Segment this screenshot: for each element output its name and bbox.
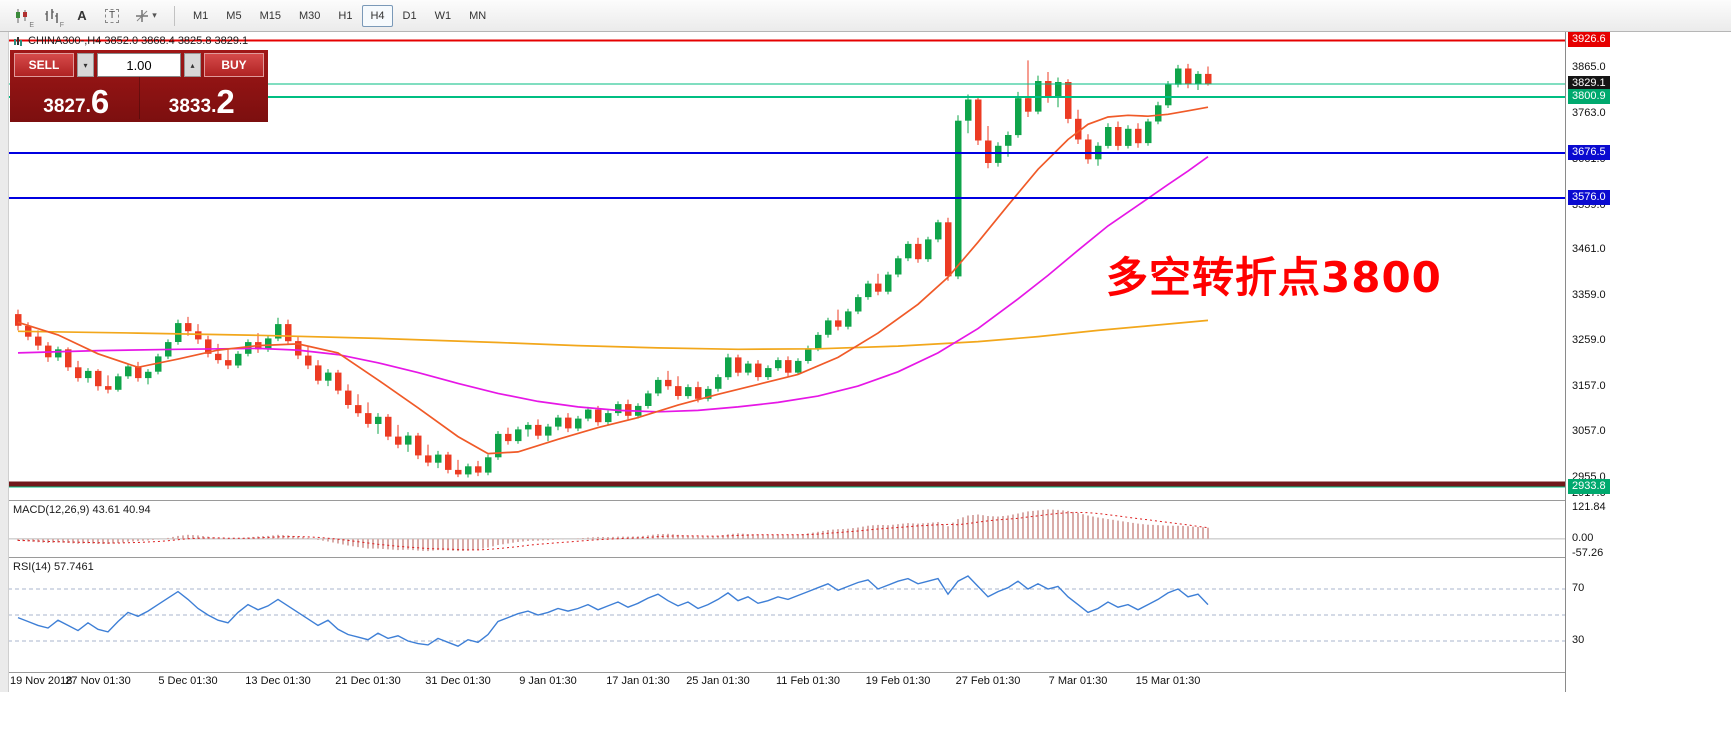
top-toolbar: E F A T ▾ M1 M5 M15 M30 H1 H4 D1 W1 MN <box>0 0 1731 32</box>
drawing-tools-button[interactable]: ▾ <box>128 3 164 29</box>
axis-tick: 3359.0 <box>1572 289 1606 301</box>
axis-tick: 3259.0 <box>1572 334 1606 346</box>
axis-tick: 121.84 <box>1572 501 1606 513</box>
time-axis-label: 27 Feb 01:30 <box>955 675 1021 687</box>
axis-tick: -57.26 <box>1572 547 1604 559</box>
volume-input[interactable] <box>97 53 181 77</box>
timeframe-mn-button[interactable]: MN <box>461 5 494 27</box>
price-badge: 3829.1 <box>1568 76 1610 91</box>
textbox-tool-glyph: T <box>104 8 120 23</box>
time-axis-label: 19 Feb 01:30 <box>865 675 931 687</box>
candlestick-chart-icon <box>16 8 27 23</box>
rsi-label: RSI(14) 57.7461 <box>13 561 94 573</box>
panel-separator[interactable] <box>8 557 1731 558</box>
chart-area: CHINA300-,H4 3852.0 3868.4 3825.8 3829.1… <box>8 32 1731 692</box>
bar-chart-icon <box>45 8 58 23</box>
timeframe-w1-button[interactable]: W1 <box>427 5 460 27</box>
tool-badge: F <box>59 21 64 29</box>
price-badge: 2933.8 <box>1568 479 1610 494</box>
time-axis-label: 27 Nov 01:30 <box>65 675 131 687</box>
chart-annotation-text: 多空转折点3800 <box>1106 253 1442 302</box>
panel-separator <box>8 672 1731 673</box>
volume-decrease-button[interactable]: ▾ <box>77 53 94 77</box>
timeframe-d1-button[interactable]: D1 <box>395 5 425 27</box>
time-axis[interactable]: 19 Nov 2018 27 Nov 01:30 5 Dec 01:30 13 Dec… <box>8 675 1565 691</box>
toolbar-separator <box>174 5 175 26</box>
crosshair-icon <box>136 9 149 22</box>
time-axis-label: 19 Nov 2018 <box>10 675 73 687</box>
bar-chart-tool-button[interactable]: F <box>38 3 66 29</box>
ask-price-big-digit: 2 <box>216 82 235 120</box>
axis-tick: 3763.0 <box>1572 107 1606 119</box>
chart-symbol-header: CHINA300-,H4 3852.0 3868.4 3825.8 3829.1 <box>13 35 248 47</box>
candlestick-plot[interactable] <box>8 32 1565 500</box>
chevron-down-icon: ▾ <box>152 10 157 20</box>
macd-plot[interactable] <box>8 502 1565 557</box>
time-axis-label: 25 Jan 01:30 <box>686 675 750 687</box>
price-badge: 3926.6 <box>1568 32 1610 47</box>
time-axis-label: 11 Feb 01:30 <box>775 675 841 687</box>
one-click-trade-panel: SELL ▾ ▴ BUY 3827. 6 3833. 2 <box>10 50 268 122</box>
timeframe-m5-button[interactable]: M5 <box>218 5 249 27</box>
symbol-ohlc-text: CHINA300-,H4 3852.0 3868.4 3825.8 3829.1 <box>28 35 249 47</box>
sell-button[interactable]: SELL <box>14 53 74 77</box>
macd-label: MACD(12,26,9) 43.61 40.94 <box>13 504 151 516</box>
left-panel-edge <box>0 32 9 692</box>
timeframe-h1-button[interactable]: H1 <box>330 5 360 27</box>
axis-tick: 70 <box>1572 582 1585 594</box>
price-axis[interactable]: 3865.03763.03661.03559.03461.03359.03259… <box>1565 32 1731 692</box>
text-label-tool-button[interactable]: A <box>68 3 96 29</box>
axis-tick: 3057.0 <box>1572 425 1606 437</box>
time-axis-label: 17 Jan 01:30 <box>606 675 670 687</box>
volume-increase-button[interactable]: ▴ <box>184 53 201 77</box>
time-axis-label: 21 Dec 01:30 <box>335 675 401 687</box>
axis-tick: 3865.0 <box>1572 61 1606 73</box>
timeframe-m30-button[interactable]: M30 <box>291 5 328 27</box>
price-badge: 3676.5 <box>1568 145 1610 160</box>
ask-price-main: 3833. <box>168 96 217 117</box>
text-tool-glyph: A <box>77 8 87 23</box>
axis-tick: 3461.0 <box>1572 243 1606 255</box>
axis-tick: 30 <box>1572 634 1585 646</box>
axis-tick: 0.00 <box>1572 532 1594 544</box>
buy-button[interactable]: BUY <box>204 53 264 77</box>
axis-tick: 3157.0 <box>1572 380 1606 392</box>
panel-separator[interactable] <box>8 500 1731 501</box>
symbol-chart-icon <box>14 36 22 46</box>
time-axis-label: 7 Mar 01:30 <box>1048 675 1108 687</box>
tool-badge: E <box>29 21 34 29</box>
time-axis-label: 15 Mar 01:30 <box>1135 675 1201 687</box>
time-axis-label: 9 Jan 01:30 <box>519 675 577 687</box>
time-axis-label: 13 Dec 01:30 <box>245 675 311 687</box>
bid-price: 3827. 6 <box>14 77 139 119</box>
timeframe-h4-button[interactable]: H4 <box>362 4 393 27</box>
bid-price-main: 3827. <box>43 96 91 117</box>
price-badge: 3800.9 <box>1568 89 1610 104</box>
timeframe-m1-button[interactable]: M1 <box>185 5 216 27</box>
price-badge: 3576.0 <box>1568 190 1610 205</box>
candlestick-chart-tool-button[interactable]: E <box>8 3 36 29</box>
timeframe-m15-button[interactable]: M15 <box>252 5 289 27</box>
time-axis-label: 5 Dec 01:30 <box>158 675 218 687</box>
text-box-tool-button[interactable]: T <box>98 3 126 29</box>
ask-price: 3833. 2 <box>138 77 265 120</box>
rsi-plot[interactable] <box>8 559 1565 672</box>
time-axis-label: 31 Dec 01:30 <box>425 675 491 687</box>
bid-price-big-digit: 6 <box>90 82 110 120</box>
